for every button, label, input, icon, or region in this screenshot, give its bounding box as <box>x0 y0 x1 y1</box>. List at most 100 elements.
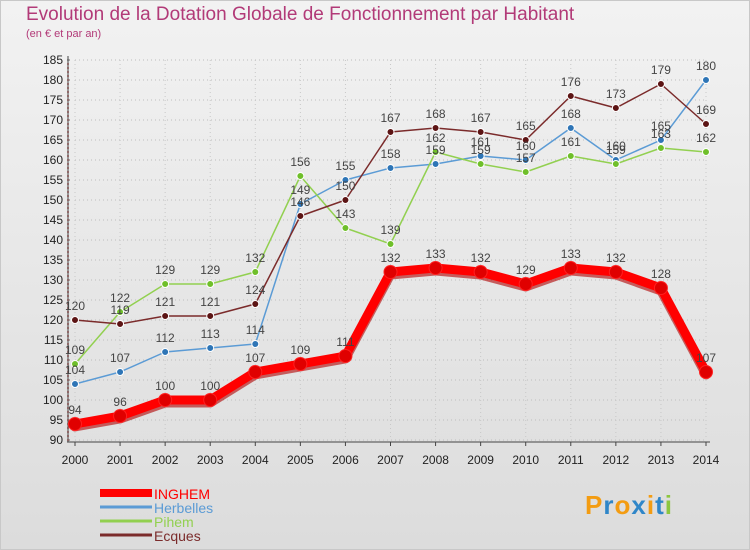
data-label: 157 <box>516 151 536 165</box>
data-point <box>341 196 350 204</box>
data-point <box>71 380 79 388</box>
data-label: 94 <box>68 403 82 417</box>
data-label: 100 <box>155 379 175 393</box>
data-point <box>206 280 215 288</box>
data-label: 107 <box>696 351 716 365</box>
logo-letter: o <box>614 490 632 520</box>
y-tick-label: 170 <box>43 113 63 127</box>
logo-letter: r <box>603 490 615 520</box>
data-label: 111 <box>336 335 355 349</box>
data-label: 121 <box>155 295 175 309</box>
data-label: 100 <box>200 379 220 393</box>
data-label: 160 <box>516 139 536 153</box>
x-tick-label: 2011 <box>558 453 584 467</box>
data-label: 168 <box>561 107 581 121</box>
y-tick-label: 140 <box>43 233 63 247</box>
data-label: 104 <box>65 363 85 377</box>
data-point <box>702 76 710 84</box>
x-tick-label: 2000 <box>62 453 89 467</box>
data-point <box>161 312 170 320</box>
y-tick-label: 155 <box>43 173 63 187</box>
x-tick-label: 2009 <box>467 453 494 467</box>
data-label: 162 <box>426 131 446 145</box>
legend-label-herbelles: Herbelles <box>154 500 213 516</box>
data-label: 132 <box>380 251 400 265</box>
data-point <box>611 104 620 112</box>
data-point <box>116 308 125 316</box>
chart-subtitle: (en € et par an) <box>26 28 102 40</box>
data-point <box>476 152 485 160</box>
logo-letter: t <box>655 490 665 520</box>
y-tick-label: 175 <box>43 93 63 107</box>
data-point <box>702 148 710 156</box>
y-tick-label: 135 <box>43 253 63 267</box>
data-point <box>71 316 79 324</box>
x-tick-label: 2001 <box>107 453 134 467</box>
data-point <box>566 152 575 160</box>
data-label: 129 <box>516 263 536 277</box>
y-tick-label: 160 <box>43 153 63 167</box>
legend-label-pihem: Pihem <box>154 514 194 530</box>
data-label: 167 <box>471 111 491 125</box>
data-point <box>203 393 218 407</box>
data-label: 149 <box>290 183 310 197</box>
y-tick-label: 90 <box>50 433 64 447</box>
data-label: 160 <box>606 139 626 153</box>
legend-swatch-inghem <box>100 489 152 497</box>
data-point <box>161 348 170 356</box>
data-point <box>248 365 263 379</box>
data-label: 113 <box>201 327 220 341</box>
legend-label-inghem: INGHEM <box>154 486 210 502</box>
data-label: 159 <box>426 143 446 157</box>
x-tick-label: 2004 <box>242 453 269 467</box>
data-label: 150 <box>335 179 355 193</box>
y-tick-label: 125 <box>43 293 63 307</box>
data-label: 133 <box>426 247 446 261</box>
data-point <box>161 280 170 288</box>
series-ecques <box>71 80 710 328</box>
data-label: 163 <box>651 127 671 141</box>
data-label: 159 <box>606 143 626 157</box>
data-point <box>431 148 440 156</box>
data-point <box>563 261 578 275</box>
y-tick-label: 150 <box>43 193 63 207</box>
data-label: 180 <box>696 59 716 73</box>
y-tick-label: 105 <box>43 373 63 387</box>
x-tick-label: 2013 <box>648 453 675 467</box>
legend-swatch-herbelles <box>100 505 152 509</box>
x-tick-label: 2010 <box>512 453 539 467</box>
data-label: 155 <box>335 159 355 173</box>
data-point <box>653 281 668 295</box>
series-inghem <box>68 261 713 432</box>
legend-swatch-pihem <box>100 519 152 523</box>
data-point <box>608 265 623 279</box>
x-tick-label: 2014 <box>693 453 720 467</box>
logo-letter: i <box>664 490 673 520</box>
data-point <box>296 200 305 208</box>
data-point <box>116 320 125 328</box>
y-tick-label: 95 <box>50 413 64 427</box>
data-point <box>293 357 308 371</box>
data-label: 121 <box>200 295 220 309</box>
x-tick-label: 2002 <box>152 453 179 467</box>
data-point <box>431 124 440 132</box>
data-point <box>296 172 305 180</box>
series-pihem <box>71 144 710 368</box>
data-point <box>68 417 82 431</box>
data-point <box>521 168 530 176</box>
data-point <box>296 212 305 220</box>
x-tick-label: 2008 <box>422 453 449 467</box>
data-label: 112 <box>156 331 175 345</box>
data-point <box>566 124 575 132</box>
data-label: 159 <box>471 143 491 157</box>
y-tick-label: 165 <box>43 133 63 147</box>
data-label: 109 <box>290 343 310 357</box>
data-point <box>206 344 215 352</box>
series-herbelles <box>71 76 710 388</box>
data-label: 114 <box>246 323 265 337</box>
data-point <box>383 265 398 279</box>
data-label: 168 <box>426 107 446 121</box>
data-label: 173 <box>606 87 626 101</box>
y-tick-label: 130 <box>43 273 63 287</box>
